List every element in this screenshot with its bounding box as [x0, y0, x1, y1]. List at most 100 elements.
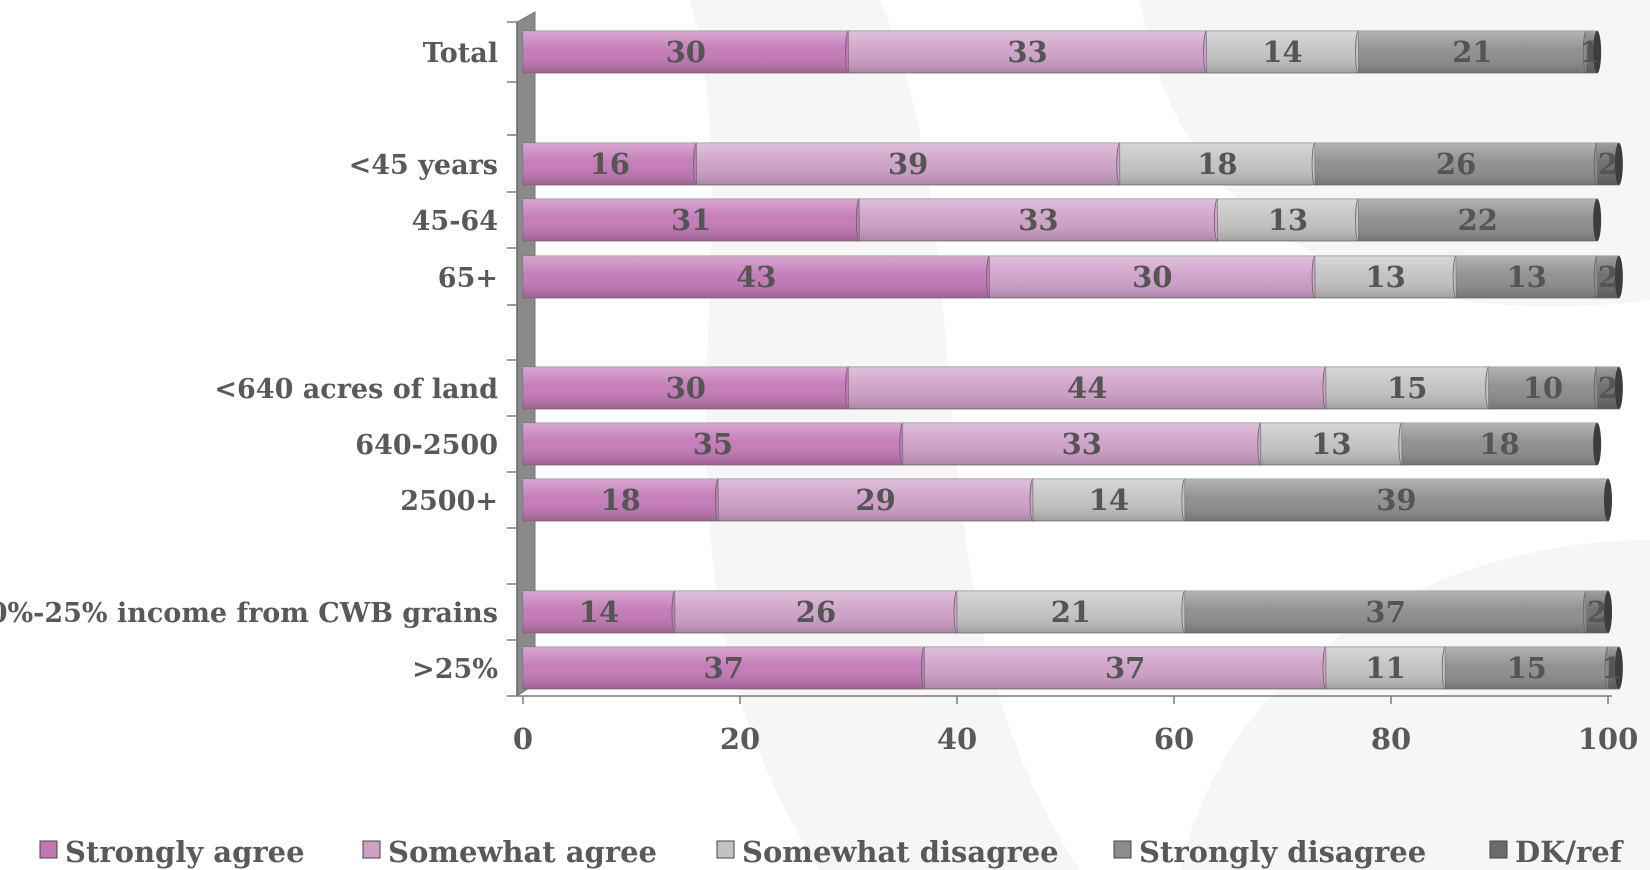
legend-swatch — [362, 840, 381, 859]
data-label: 21 — [1051, 595, 1091, 629]
bar-segment-shade — [1315, 143, 1598, 185]
data-label: 39 — [1376, 483, 1416, 517]
data-label: 1 — [1601, 651, 1621, 685]
data-label: 26 — [796, 595, 836, 629]
bar-row-25 — [522, 646, 1623, 690]
data-label: 33 — [1062, 427, 1102, 461]
data-label: 11 — [1365, 651, 1405, 685]
data-label: 44 — [1067, 371, 1107, 405]
data-label: 31 — [671, 203, 711, 237]
bar-segment-shade — [1184, 479, 1608, 521]
bar-segment-shade — [1608, 647, 1619, 689]
data-label: 2 — [1598, 260, 1618, 294]
data-label: 43 — [736, 260, 776, 294]
data-label: 26 — [1436, 147, 1476, 181]
legend-item-strongly-disagree: Strongly disagree — [1113, 835, 1426, 869]
data-label: 14 — [1262, 35, 1302, 69]
data-label: 30 — [1132, 260, 1172, 294]
bar-segment-shade — [674, 591, 957, 633]
data-label: 37 — [1365, 595, 1405, 629]
x-tick-label: 0 — [513, 722, 533, 756]
bar-segment-shade — [523, 143, 697, 185]
x-tick-label: 80 — [1371, 722, 1411, 756]
data-label: 35 — [693, 427, 733, 461]
bar-end-cap — [1593, 31, 1602, 73]
bar-end-cap — [1614, 647, 1623, 689]
bar-segment-shade — [1206, 31, 1359, 73]
bar-segment-shade — [1358, 31, 1587, 73]
legend-swatch — [1113, 840, 1132, 859]
category-label: Total — [423, 38, 498, 69]
bar-end-cap — [1604, 479, 1612, 521]
data-label: 37 — [1105, 651, 1145, 685]
bar-segment-shade — [718, 479, 1033, 521]
bar-segment-shade — [523, 31, 849, 73]
bar-segment-shade — [848, 31, 1207, 73]
category-label: 640-2500 — [355, 430, 498, 461]
legend: Strongly agree Somewhat agree Somewhat dis… — [39, 835, 1625, 869]
data-label: 14 — [1089, 483, 1129, 517]
bar-row-45-64 — [522, 198, 1602, 242]
bar-row-640-2500 — [522, 422, 1602, 466]
data-label: 18 — [1479, 427, 1519, 461]
bar-segment-shade — [1597, 256, 1619, 298]
bar-segment-shade — [523, 479, 719, 521]
bar-segment-shade — [989, 256, 1316, 298]
bar-end-cap — [1614, 367, 1623, 409]
bar-segment-shade — [1184, 591, 1587, 633]
bar-segment-shade — [1597, 367, 1619, 409]
data-label: 29 — [855, 483, 895, 517]
bar-segment-shade — [957, 591, 1185, 633]
data-label: 15 — [1506, 651, 1546, 685]
x-tick-label: 100 — [1578, 722, 1639, 756]
data-label: 33 — [1007, 35, 1047, 69]
bar-segment-shade — [1325, 367, 1489, 409]
category-label: >25% — [412, 654, 498, 685]
bar-segment-shade — [523, 199, 860, 241]
bar-segment-shade — [1597, 143, 1619, 185]
category-label: 65+ — [438, 263, 498, 294]
data-label: 2 — [1598, 147, 1618, 181]
legend-label: Strongly disagree — [1139, 835, 1426, 869]
bar-segment-shade — [1358, 199, 1598, 241]
bar-segment-shade — [1260, 423, 1402, 465]
data-label: 2 — [1587, 595, 1607, 629]
bar-segment-shade — [1217, 199, 1359, 241]
legend-swatch — [716, 840, 735, 859]
data-label: 21 — [1452, 35, 1492, 69]
bar-row-2500 — [522, 478, 1612, 522]
bar-segment-shade — [1119, 143, 1316, 185]
bar-segment-shade — [1032, 479, 1185, 521]
data-label: 16 — [590, 147, 630, 181]
bar-end-cap — [1593, 423, 1602, 465]
data-label: 30 — [666, 371, 706, 405]
bar-segment-shade — [1445, 647, 1608, 689]
bar-segment-shade — [696, 143, 1120, 185]
bar-segment-shade — [859, 199, 1218, 241]
bar-segment-shade — [523, 647, 925, 689]
data-label: 39 — [888, 147, 928, 181]
data-label: 18 — [600, 483, 640, 517]
legend-label: Strongly agree — [65, 835, 305, 869]
bar-segment-shade — [848, 367, 1326, 409]
category-label: 45-64 — [412, 206, 498, 237]
data-label: 10 — [1523, 371, 1563, 405]
legend-label: DK/ref — [1515, 835, 1625, 869]
legend-label: Somewhat agree — [388, 835, 657, 869]
category-label: 2500+ — [400, 486, 498, 517]
bar-segment-shade — [523, 591, 675, 633]
category-label: 0%-25% income from CWB grains — [0, 598, 498, 629]
data-label: 2 — [1598, 371, 1618, 405]
legend-item-somewhat-agree: Somewhat agree — [362, 835, 657, 869]
category-label: <640 acres of land — [214, 374, 498, 405]
bar-end-cap — [1604, 591, 1612, 633]
data-label: 14 — [579, 595, 619, 629]
data-label: 30 — [666, 35, 706, 69]
data-label: 15 — [1387, 371, 1427, 405]
bar-segment-shade — [523, 367, 849, 409]
data-label: 33 — [1018, 203, 1058, 237]
legend-swatch — [39, 840, 58, 859]
bar-end-cap — [1614, 143, 1623, 185]
